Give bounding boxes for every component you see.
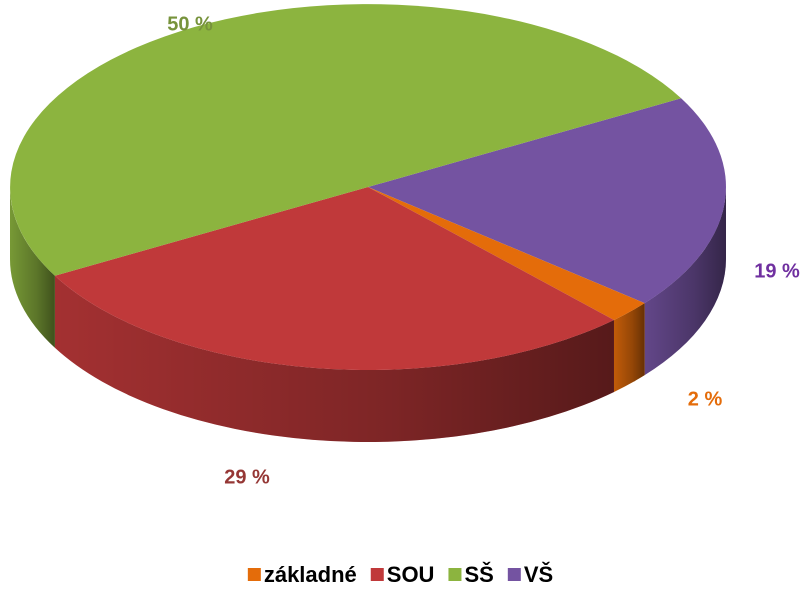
slice-side (644, 187, 726, 376)
legend-label: SŠ (464, 562, 493, 587)
value-label: 19 % (754, 260, 800, 282)
legend-label: základné (264, 562, 357, 587)
pie-sides (10, 187, 726, 443)
value-label: 50 % (167, 13, 213, 35)
slice (10, 4, 682, 276)
legend-swatch (448, 568, 462, 581)
value-label: 2 % (688, 388, 723, 410)
slice (368, 98, 726, 304)
slice (368, 187, 645, 320)
slice-side-shade (644, 187, 726, 376)
legend-swatch (507, 568, 521, 581)
slice-side-shade (613, 303, 645, 392)
value-label: 29 % (224, 466, 270, 488)
slice-side-shade (10, 187, 55, 348)
legend-swatch (370, 568, 384, 581)
legend-swatch (247, 568, 261, 581)
slice (54, 187, 614, 371)
legend-label: SOU (387, 562, 435, 587)
slice-side (54, 275, 614, 443)
slice-side (10, 187, 55, 348)
legend-label: VŠ (524, 562, 553, 587)
legend: základné SOU SŠ VŠ (247, 562, 553, 587)
slice-side (613, 303, 645, 392)
slice-side-shade (54, 275, 614, 443)
